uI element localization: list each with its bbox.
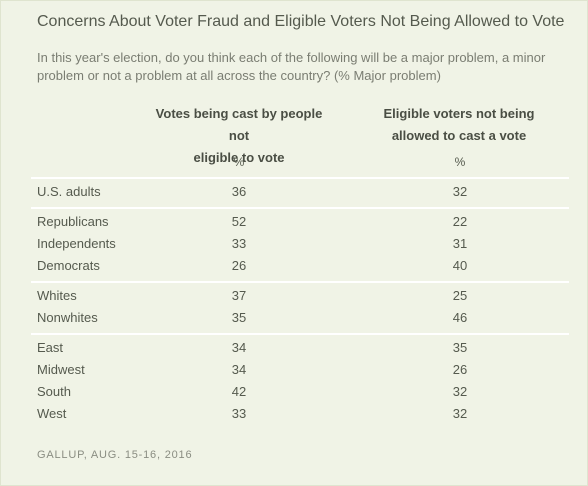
value-eligible-denied: 25 [452,288,468,303]
value-ineligible-votes: 35 [231,310,247,325]
row-group-separator [31,207,569,209]
column-header-line: allowed to cast a vote [391,128,527,143]
value-eligible-denied: 32 [452,406,468,421]
row-label: U.S. adults [37,184,101,199]
column-header-ineligible-votes: Votes being cast by people not eligible … [144,103,334,169]
value-ineligible-votes: 33 [231,406,247,421]
value-ineligible-votes: 52 [231,214,247,229]
value-eligible-denied: 35 [452,340,468,355]
row-label: Nonwhites [37,310,98,325]
table-row: East 34 35 [1,337,587,359]
chart-subtitle: In this year's election, do you think ea… [37,50,546,83]
row-label: East [37,340,64,355]
table-row: West 33 32 [1,403,587,425]
table-row: Midwest 34 26 [1,359,587,381]
column-header-line: eligible to vote [193,150,285,165]
column-header-eligible-denied: Eligible voters not being allowed to cas… [364,103,554,147]
value-ineligible-votes: 37 [231,288,247,303]
table-row: Republicans 52 22 [1,211,587,233]
column-header-line: Eligible voters not being [383,106,535,121]
row-label: West [37,406,67,421]
row-group-separator [31,281,569,283]
row-label: Whites [37,288,77,303]
value-ineligible-votes: 36 [231,184,247,199]
value-eligible-denied: 46 [452,310,468,325]
column-header-line: Votes being cast by people not [155,106,323,143]
row-label: Midwest [37,362,85,377]
value-eligible-denied: 22 [452,214,468,229]
source-footer: GALLUP, AUG. 15-16, 2016 [37,449,193,461]
table-row: South 42 32 [1,381,587,403]
table-row: Independents 33 31 [1,233,587,255]
value-ineligible-votes: 34 [231,362,247,377]
value-eligible-denied: 32 [452,184,468,199]
value-ineligible-votes: 34 [231,340,247,355]
table-row: Nonwhites 35 46 [1,307,587,329]
row-label: Independents [37,236,116,251]
table-row: Democrats 26 40 [1,255,587,277]
table-row: Whites 37 25 [1,285,587,307]
column-unit: % [233,155,245,169]
value-ineligible-votes: 26 [231,258,247,273]
row-group-separator [31,333,569,335]
value-eligible-denied: 26 [452,362,468,377]
chart-title: Concerns About Voter Fraud and Eligible … [37,13,565,30]
row-label: Republicans [37,214,109,229]
table-row: U.S. adults 36 32 [1,181,587,203]
value-ineligible-votes: 42 [231,384,247,399]
value-eligible-denied: 40 [452,258,468,273]
column-unit: % [454,155,466,169]
row-group-separator [31,177,569,179]
row-label: Democrats [37,258,100,273]
value-eligible-denied: 32 [452,384,468,399]
value-eligible-denied: 31 [452,236,468,251]
value-ineligible-votes: 33 [231,236,247,251]
row-label: South [37,384,71,399]
